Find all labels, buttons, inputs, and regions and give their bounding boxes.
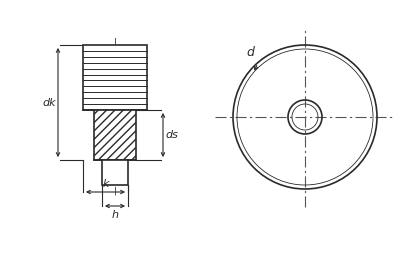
Text: ds: ds	[166, 130, 178, 140]
Text: dk: dk	[42, 98, 56, 107]
Bar	[102, 160, 128, 185]
Text: k: k	[102, 179, 109, 189]
Bar	[94, 110, 136, 160]
Bar	[83, 45, 147, 110]
Text: h: h	[112, 210, 118, 220]
Text: d: d	[246, 46, 254, 58]
